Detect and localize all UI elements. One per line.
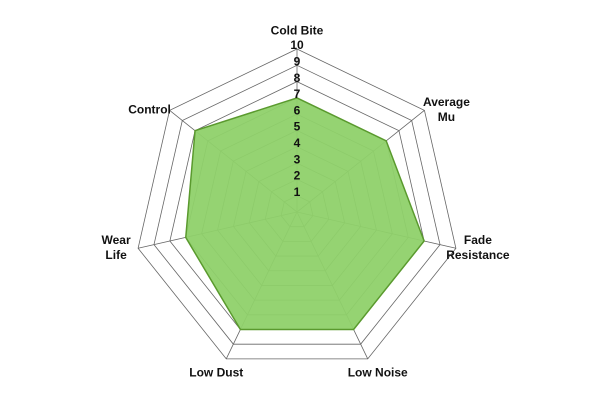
r-tick-label: 5 bbox=[294, 120, 301, 134]
r-tick-label: 2 bbox=[294, 169, 301, 183]
r-tick-label: 9 bbox=[294, 54, 301, 68]
data-area bbox=[184, 97, 425, 331]
axis-label: Cold Bite bbox=[270, 23, 324, 38]
axis-label: Wear Life bbox=[101, 233, 131, 263]
axis-label: Fade Resistance bbox=[446, 233, 510, 263]
r-tick-label: 10 bbox=[290, 38, 304, 52]
axis-label: Average Mu bbox=[422, 95, 470, 125]
r-tick-label: 7 bbox=[294, 87, 301, 101]
r-tick-label: 8 bbox=[294, 71, 301, 85]
r-tick-label: 3 bbox=[294, 152, 301, 166]
r-tick-label: 4 bbox=[294, 136, 301, 150]
r-tick-label: 6 bbox=[294, 103, 301, 117]
grid-ring bbox=[153, 64, 441, 345]
axis-label: Low Noise bbox=[347, 365, 408, 380]
axis-label: Low Dust bbox=[189, 365, 244, 380]
grid-ring bbox=[137, 48, 457, 360]
r-tick-label: 1 bbox=[294, 185, 301, 199]
axis-label: Control bbox=[128, 102, 171, 117]
